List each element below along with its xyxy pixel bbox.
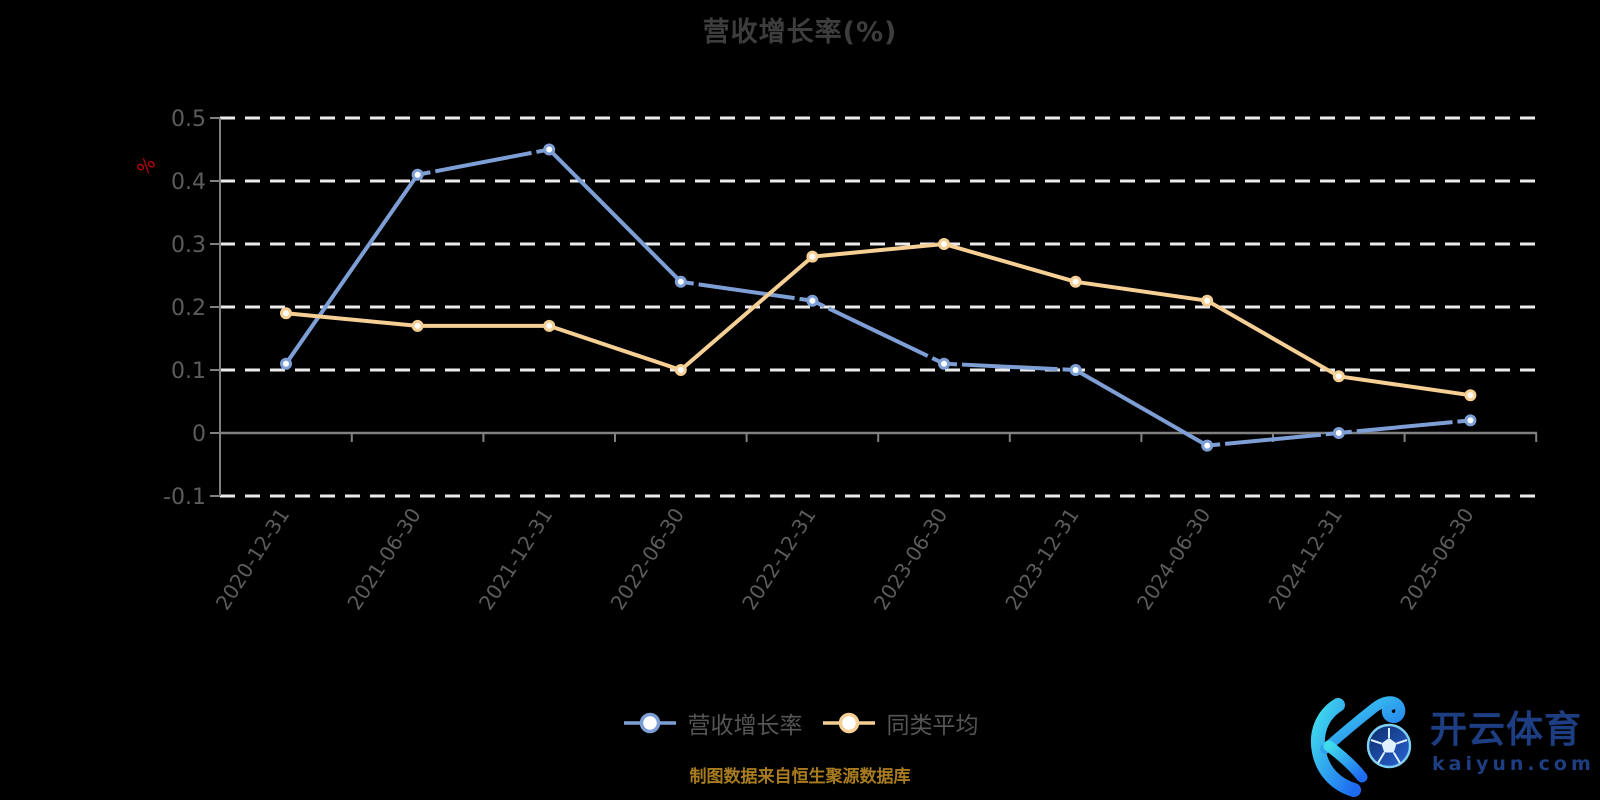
y-axis-unit-label: % xyxy=(133,153,160,180)
kaiyun-domain-text: kaiyun.com xyxy=(1432,753,1595,775)
line-segment-revenue-growth xyxy=(417,147,550,177)
line-segment-peer-average xyxy=(1206,298,1340,379)
data-point[interactable] xyxy=(1464,389,1477,402)
data-point[interactable] xyxy=(280,307,292,320)
data-point[interactable] xyxy=(411,319,424,332)
x-axis-label: 2021-06-30 xyxy=(342,504,425,615)
data-point[interactable] xyxy=(938,357,950,370)
x-axis-label: 2024-12-31 xyxy=(1264,504,1347,615)
y-axis-label: -0.1 xyxy=(163,485,206,510)
y-axis-label: 0.5 xyxy=(171,107,206,132)
line-segment-peer-average xyxy=(943,242,1077,284)
line-segment-revenue-growth xyxy=(811,298,945,366)
x-axis-label: 2023-06-30 xyxy=(869,504,952,615)
data-point[interactable] xyxy=(674,364,687,376)
line-segment-peer-average xyxy=(812,242,945,259)
line-segment-peer-average xyxy=(1075,279,1208,303)
kaiyun-brand-text: 开云体育 xyxy=(1430,708,1582,751)
data-point[interactable] xyxy=(1332,427,1345,439)
data-source-note: 制图数据来自恒生聚源数据库 xyxy=(689,767,911,787)
data-point[interactable] xyxy=(1069,275,1082,288)
chart-title: 营收增长率(%) xyxy=(702,17,898,48)
kaiyun-k-icon xyxy=(1311,696,1406,797)
line-segment-peer-average xyxy=(548,324,682,372)
line-segment-revenue-growth xyxy=(1207,431,1339,448)
legend-item-revenue-growth[interactable]: 营收增长率 xyxy=(622,706,803,740)
line-segment-peer-average xyxy=(679,255,814,372)
data-point[interactable] xyxy=(1464,414,1477,427)
line-segment-revenue-growth xyxy=(680,279,813,303)
line-segment-revenue-growth xyxy=(943,361,1076,372)
x-axis-label: 2021-12-31 xyxy=(474,504,557,615)
kaiyun-logo[interactable]: 开云体育 kaiyun.com xyxy=(1280,653,1600,800)
data-point[interactable] xyxy=(543,143,556,156)
data-point[interactable] xyxy=(1201,439,1214,452)
data-point[interactable] xyxy=(806,294,819,307)
data-point[interactable] xyxy=(938,238,950,250)
legend-label-peer-average: 同类平均 xyxy=(886,713,979,739)
line-segment-revenue-growth xyxy=(1074,368,1209,448)
line-circle-marker-icon xyxy=(623,712,676,734)
data-point[interactable] xyxy=(1201,294,1214,307)
data-point[interactable] xyxy=(1332,370,1345,383)
data-point[interactable] xyxy=(1069,364,1082,376)
data-point[interactable] xyxy=(674,275,687,288)
line-segment-revenue-growth xyxy=(284,173,420,365)
x-axis-label: 2023-12-31 xyxy=(1000,504,1083,615)
legend-item-peer-average[interactable]: 同类平均 xyxy=(821,706,979,740)
legend-label-revenue-growth: 营收增长率 xyxy=(687,713,803,739)
legend: 营收增长率 同类平均 xyxy=(0,706,1600,740)
line-segment-revenue-growth xyxy=(1338,418,1471,435)
x-axis-label: 2022-12-31 xyxy=(737,504,820,615)
data-point[interactable] xyxy=(806,250,819,263)
soccer-ball-icon xyxy=(1366,723,1412,769)
y-axis-label: 0.1 xyxy=(171,359,206,384)
data-point[interactable] xyxy=(411,168,424,181)
y-axis-label: 0.3 xyxy=(171,233,206,258)
data-point[interactable] xyxy=(543,319,556,332)
x-axis-label: 2025-06-30 xyxy=(1395,504,1478,615)
line-segment-peer-average xyxy=(285,311,418,328)
line-circle-marker-icon xyxy=(822,712,875,734)
y-axis-label: 0 xyxy=(192,422,206,447)
line-segment-peer-average xyxy=(1338,374,1471,398)
x-axis-label: 2020-12-31 xyxy=(211,504,294,615)
x-axis-label: 2022-06-30 xyxy=(606,504,689,615)
data-point[interactable] xyxy=(280,357,292,370)
line-segment-revenue-growth xyxy=(547,148,683,284)
x-axis-label: 2024-06-30 xyxy=(1132,504,1215,615)
y-axis-label: 0.4 xyxy=(171,170,206,195)
y-axis-label: 0.2 xyxy=(171,296,206,321)
